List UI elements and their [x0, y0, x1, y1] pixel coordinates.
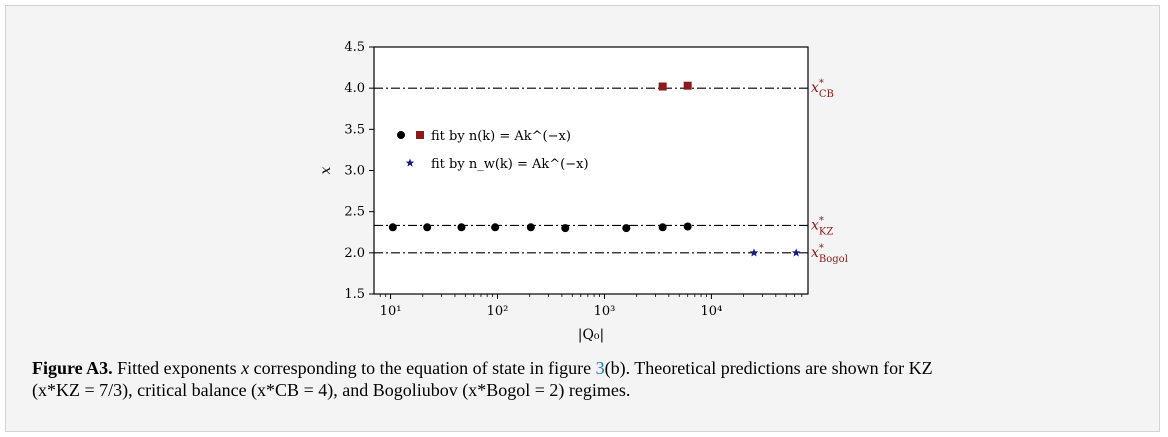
caption-text-2: corresponding to the equation of state i… — [249, 358, 596, 378]
data-point-circle — [561, 224, 570, 233]
x-tick-label: 10² — [487, 304, 509, 319]
exponent-chart: x* CB x* KZ x* Bogol 1.5 2.0 2.5 3.0 3.5 4.0 4.5 10¹ 1… — [318, 40, 848, 343]
caption-label: Figure A3. — [32, 358, 113, 378]
y-tick-label: 4.0 — [344, 81, 365, 96]
y-tick-label: 2.0 — [344, 246, 365, 261]
legend-label: fit by n(k) = Ak^(−x) — [431, 129, 571, 144]
x-tick-label: 10⁴ — [701, 304, 723, 319]
data-point-circle — [683, 222, 692, 231]
data-point-square — [683, 81, 692, 90]
data-point-circle — [457, 223, 466, 232]
figure-panel: x* CB x* KZ x* Bogol 1.5 2.0 2.5 3.0 3.5 4.0 4.5 10¹ 1… — [5, 5, 1160, 432]
y-tick-label: 1.5 — [344, 287, 365, 302]
x-tick-label: 10¹ — [380, 304, 402, 319]
data-point-circle — [622, 224, 631, 233]
y-tick-label: 4.5 — [344, 40, 365, 55]
reference-label: x* Bogol — [811, 243, 848, 265]
reference-label: x* KZ — [811, 215, 833, 237]
caption-line-2: (x*KZ = 7/3), critical balance (x*CB = 4… — [32, 380, 631, 400]
data-point-circle — [491, 223, 500, 232]
data-point-circle — [423, 223, 432, 232]
y-tick-label: 3.5 — [344, 122, 365, 137]
legend-label: fit by n_w(k) = Ak^(−x) — [431, 157, 589, 172]
data-point-square — [658, 82, 667, 91]
legend-marker — [405, 158, 415, 167]
caption-text-1: Fitted exponents — [112, 358, 242, 378]
legend-marker — [416, 131, 424, 139]
data-point-circle — [658, 223, 667, 232]
data-point-star — [749, 248, 759, 257]
figure-reference-link[interactable]: 3 — [595, 358, 605, 378]
y-tick-label: 3.0 — [344, 164, 365, 179]
y-tick-label: 2.5 — [344, 205, 365, 220]
caption-text-3: (b). Theoretical predictions are shown f… — [604, 358, 933, 378]
x-tick-label: 10³ — [594, 304, 616, 319]
legend-marker — [397, 131, 405, 139]
data-point-circle — [526, 223, 535, 232]
caption-var-x: x — [241, 358, 250, 378]
x-axis-label: |Q₀| — [578, 327, 605, 343]
data-point-circle — [388, 223, 397, 232]
y-axis-label: x — [318, 166, 334, 174]
figure-caption: Figure A3. Fitted exponents x correspond… — [32, 357, 1132, 401]
reference-label: x* CB — [811, 78, 834, 100]
data-point-star — [791, 248, 801, 257]
